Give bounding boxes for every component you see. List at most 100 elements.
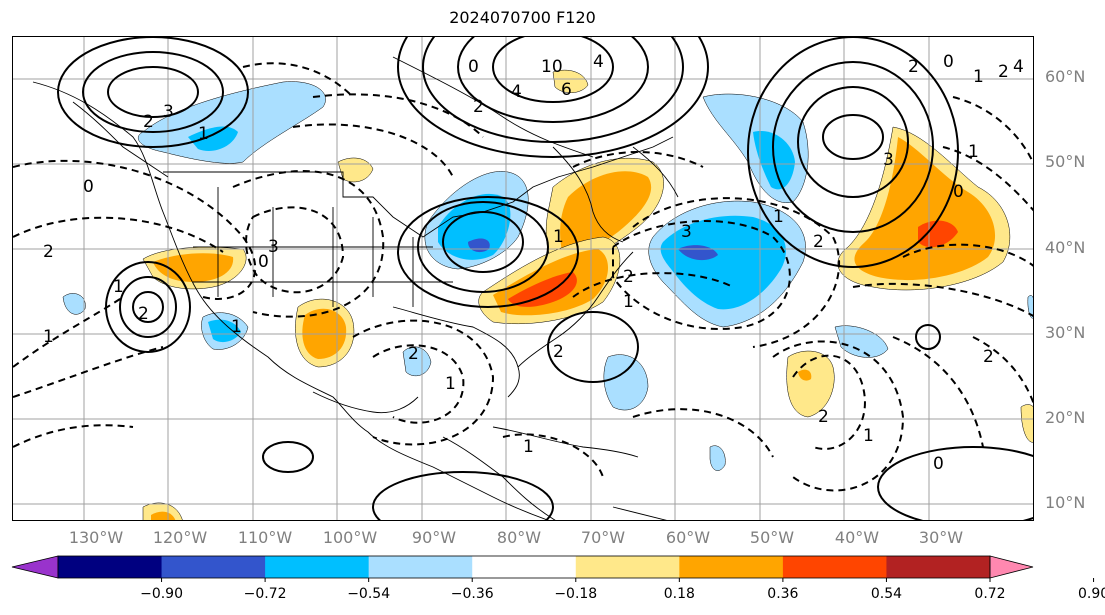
contour-label: 4 [1013,57,1024,77]
contour-label: 1 [231,317,242,337]
shade-mexico-blue [208,319,241,343]
dash-3 [13,296,124,368]
contour-label: 3 [268,237,279,257]
dash-13 [942,146,1033,212]
colorbar-extend-low [11,555,59,579]
contour-label: 1 [973,67,984,87]
graticule [13,37,1033,520]
shade-eastedge-blue [1027,295,1033,319]
contour-gl-2 [417,201,549,293]
shade-greatlakes-blue [438,193,511,260]
dash-21 [632,408,774,458]
lon-label-90w: 90°W [411,528,457,547]
contour-labels: 3 2 1 10 4 6 2 4 0 2 3 1 0 1 2 0 2 3 4 1… [43,52,1024,474]
colorbar-tick-label: −0.90 [140,586,183,602]
contour-hb-3 [422,37,684,143]
colorbar-tick-label: 0.36 [767,586,799,602]
contour-label: 4 [593,52,604,72]
contour-label: 2 [408,344,419,364]
colorbar-extend-high [989,555,1034,579]
dash-8 [312,93,484,138]
shade-midatl-yellow [786,350,835,418]
colorbar-tick-label: 0.90 [1077,586,1105,602]
contour-nw-2 [82,51,224,133]
contour-label: 2 [813,232,824,252]
shade-gulf-lightblue [402,346,432,377]
contour-carib-2 [372,471,554,520]
contour-label: 2 [553,342,564,362]
contour-nw-3 [57,37,249,148]
contour-label: 2 [983,347,994,367]
contour-label: 1 [445,374,456,394]
lon-label-80w: 80°W [496,528,542,547]
dash-20 [502,433,604,478]
contour-label: 3 [163,102,174,122]
colorbar-segment [679,556,784,578]
shade-ne-orange [560,171,652,262]
dash-14 [902,243,1033,267]
colorbar-tick-label: 0.72 [974,586,1006,602]
contour-na-2 [797,86,909,198]
contour-label: 0 [933,454,944,474]
colorbar-segment [265,556,370,578]
map-canvas: 3 2 1 10 4 6 2 4 0 2 3 1 0 1 2 0 2 3 4 1… [13,37,1033,520]
dash-15 [852,282,1033,318]
contour-na-1 [822,114,884,160]
shade-natl2-lightblue [834,325,889,358]
lat-label-20n: 20°N [1045,408,1086,427]
lat-label-60n: 60°N [1045,67,1086,86]
contour-label: 1 [43,327,54,347]
contour-gl-1 [442,211,524,273]
map-title: 2024070700 F120 [449,8,596,27]
colorbar-tick-label: −0.18 [554,586,598,602]
contour-label: 4 [511,82,522,102]
contour-label: 0 [943,52,954,72]
contour-hb-1 [492,37,614,103]
contour-hb-2 [457,37,649,123]
lon-label-30w: 30°W [918,528,964,547]
lon-label-70w: 70°W [580,528,626,547]
shade-bahamas-lightblue [603,354,649,411]
shade-midatl-orange [798,369,812,381]
dash-6 [232,170,385,318]
contour-label: 3 [681,222,692,242]
lat-label-40n: 40°N [1045,238,1086,257]
dash-12 [952,96,1033,166]
colorbar-segment [886,556,991,578]
dash-16 [792,354,866,450]
contour-label: 1 [523,437,534,457]
contour-label: 1 [623,292,634,312]
dash-2 [13,216,224,253]
map-panel: 3 2 1 10 4 6 2 4 0 2 3 1 0 1 2 0 2 3 4 1… [12,36,1034,521]
contour-label: 2 [43,242,54,262]
shade-nw-blue [188,126,238,152]
contour-gulf-1 [547,311,639,383]
contour-label: 3 [883,150,894,170]
lat-label-50n: 50°N [1045,152,1086,171]
dash-25 [572,151,704,168]
colorbar-tick-label: −0.72 [243,586,287,602]
shade-carib-lightblue [709,445,726,471]
dash-7 [292,123,454,178]
contour-sw-2 [119,276,177,338]
contour-label: 2 [623,267,634,287]
contour-na-3 [772,61,934,233]
lat-label-30n: 30°N [1045,323,1086,342]
colorbar-segment [782,556,887,578]
contour-carib-1 [262,441,314,473]
shade-hudson-yellow [552,69,589,93]
dash-26 [242,62,354,98]
colorbar-tick-label: 0.18 [663,586,695,602]
contour-label: 2 [138,304,149,324]
colorbar-segment [161,556,266,578]
dash-23 [972,336,1033,405]
lon-label-60w: 60°W [665,528,711,547]
shade-pac-lightblue [62,293,86,315]
contour-small-1 [915,324,941,350]
shade-eastedge-yellow [1020,404,1033,443]
dash-22 [892,336,984,448]
colorbar-tick-label: −0.36 [450,586,494,602]
shade-eatl-orange [854,137,996,281]
lon-label-120w: 120°W [152,528,208,547]
contour-label: 2 [473,97,484,117]
